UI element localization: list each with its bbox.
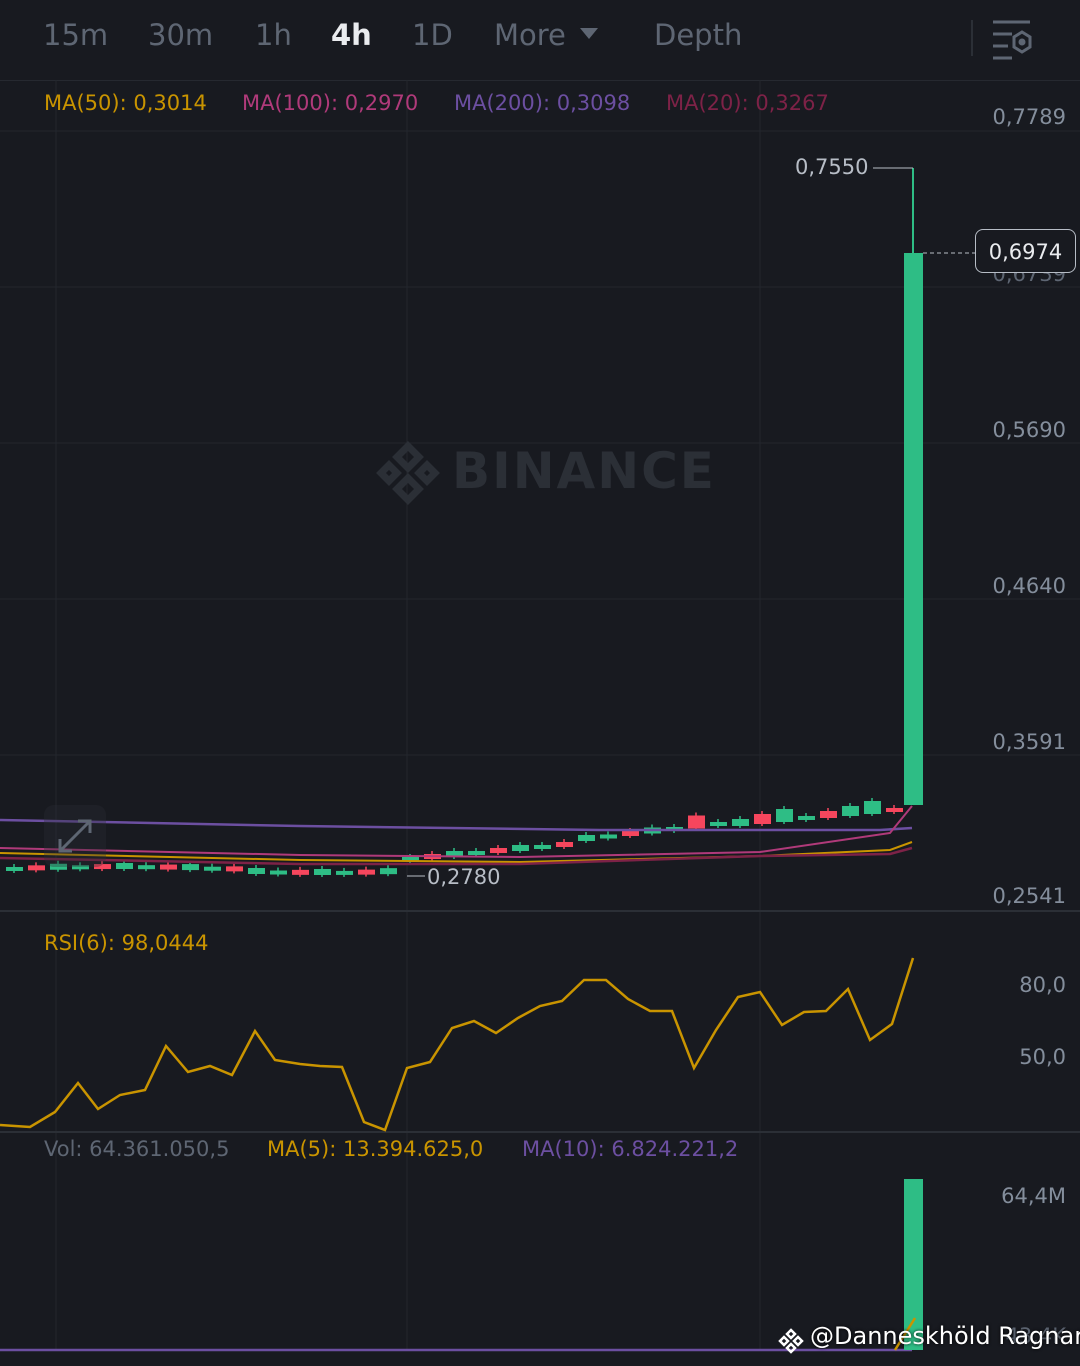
candle-body (688, 815, 705, 829)
candle-body (358, 869, 375, 875)
candle-body (6, 867, 23, 871)
candle-body (754, 814, 771, 824)
tab-1d[interactable]: 1D (412, 18, 453, 52)
big-candle-body (904, 253, 923, 805)
candle-body (204, 866, 221, 871)
candle-body (336, 870, 353, 875)
candle-body (490, 848, 507, 853)
high-price-marker: 0,7550 (795, 155, 869, 179)
candle-body (446, 851, 463, 857)
candle-body (864, 801, 881, 814)
tab-1h[interactable]: 1h (255, 18, 292, 52)
price-axis-label: 0,5690 (992, 418, 1066, 442)
candle-body (138, 865, 155, 870)
volume-axis-label: 43,4K (1005, 1324, 1066, 1348)
candle-body (710, 822, 727, 826)
candle-body (600, 834, 617, 839)
current-price-tag: 0,6974 (975, 229, 1076, 273)
candle-body (50, 863, 67, 870)
price-axis-label: 0,7789 (992, 105, 1066, 129)
rsi-line (0, 957, 915, 1132)
candle-body (72, 865, 89, 870)
binance-logo-icon (376, 441, 440, 505)
binance-watermark: BINANCE (452, 442, 716, 500)
candle-body (182, 864, 199, 871)
ma20-line (0, 805, 913, 859)
volume-ma5-legend: MA(5): 13.394.625,0 (267, 1137, 484, 1161)
candle-body (842, 806, 859, 816)
toolbar-divider (971, 20, 973, 56)
candle-body (732, 819, 749, 826)
tab-30m[interactable]: 30m (148, 18, 214, 52)
expand-chart-button[interactable] (44, 805, 106, 867)
tab-more-label: More (494, 18, 566, 52)
candle-body (512, 845, 529, 851)
rsi-axis-label: 50,0 (1019, 1045, 1066, 1069)
volume-ma5-line (893, 1317, 917, 1351)
candle-body (380, 868, 397, 875)
candle-body (402, 857, 419, 861)
candle-body (534, 845, 551, 849)
candle-body (820, 811, 837, 818)
candle-body (798, 816, 815, 820)
volume-axis-label: 64,4M (1001, 1184, 1066, 1208)
tab-more[interactable]: More (494, 18, 598, 52)
candle-body (226, 866, 243, 872)
candle-body (270, 870, 287, 875)
ma200-legend: MA(200): 0,3098 (454, 91, 631, 115)
candle-body (556, 842, 573, 847)
tab-4h[interactable]: 4h (331, 18, 372, 52)
tab-15m[interactable]: 15m (43, 18, 109, 52)
candle-body (622, 831, 639, 836)
volume-ma10-legend: MA(10): 6.824.221,2 (522, 1137, 739, 1161)
candle-body (94, 864, 111, 870)
price-axis-label: 0,2541 (992, 884, 1066, 908)
candle-body (776, 809, 793, 822)
candle-body (248, 868, 265, 875)
rsi-legend: RSI(6): 98,0444 (44, 931, 209, 955)
candle-body (28, 865, 45, 871)
author-attribution: @Danneskhöld Ragnar (810, 1322, 1080, 1350)
candle-body (468, 851, 485, 855)
ma200-line (0, 818, 913, 832)
candle-body (116, 863, 133, 870)
low-price-marker: 0,2780 (427, 865, 501, 889)
volume-bar (904, 1179, 923, 1350)
rsi-axis-label: 80,0 (1019, 973, 1066, 997)
ma50-legend: MA(50): 0,3014 (44, 91, 207, 115)
candle-body (886, 808, 903, 812)
candle-body (314, 868, 331, 875)
volume-legend: Vol: 64.361.050,5 (44, 1137, 230, 1161)
price-axis-label: 0,3591 (992, 730, 1066, 754)
ma20-legend: MA(20): 0,3267 (666, 91, 829, 115)
ma100-legend: MA(100): 0,2970 (242, 91, 419, 115)
candle-body (160, 864, 177, 870)
binance-square-logo-icon (778, 1328, 804, 1354)
candle-body (578, 835, 595, 841)
caret-down-icon (579, 27, 598, 39)
tab-depth[interactable]: Depth (654, 18, 743, 52)
ma100-line (0, 846, 913, 866)
chart-settings-icon[interactable] (990, 18, 1036, 62)
timeframe-toolbar: 15m 30m 1h 4h 1D More Depth (0, 0, 1080, 81)
expand-icon (58, 819, 92, 853)
candle-body (292, 869, 309, 875)
price-axis-label: 0,4640 (992, 574, 1066, 598)
